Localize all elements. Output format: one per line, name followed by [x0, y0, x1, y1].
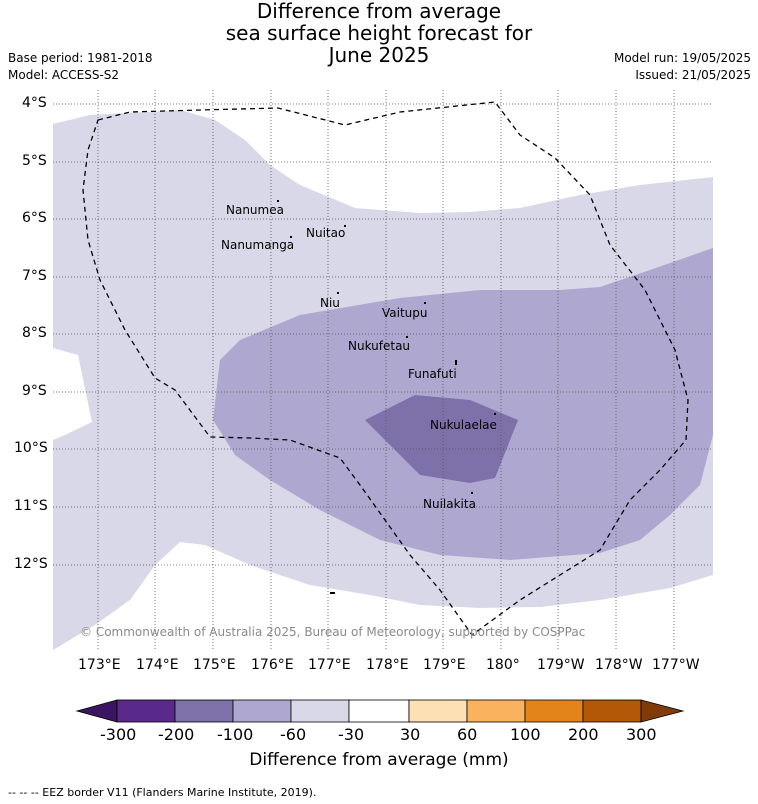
lon-label-179e: 179°E	[423, 657, 466, 673]
copyright-text: © Commonwealth of Australia 2025, Bureau…	[80, 625, 585, 639]
lon-label-178w: 178°W	[595, 657, 643, 673]
map-title: Difference from average sea surface heig…	[0, 0, 758, 66]
model-run: Model run: 19/05/2025	[613, 51, 751, 65]
island-niu-mark	[337, 292, 339, 294]
meta-right: Model run: 19/05/2025 Issued: 21/05/2025	[614, 50, 751, 84]
lon-label-174e: 174°E	[136, 657, 179, 673]
colorbar-tick-30: 30	[400, 725, 421, 744]
lat-label-11s: 11°S	[14, 498, 48, 514]
graticule	[53, 90, 713, 650]
issued-date: Issued: 21/05/2025	[635, 68, 751, 82]
label-nukufetau: Nukufetau	[348, 339, 410, 353]
island-small-mark	[330, 592, 335, 594]
meta-left: Base period: 1981-2018 Model: ACCESS-S2	[8, 50, 153, 84]
island-vaitupu-mark	[424, 302, 426, 304]
lat-label-12s: 12°S	[14, 556, 48, 572]
label-nukulaelae: Nukulaelae	[430, 418, 497, 432]
colorbar-title: Difference from average (mm)	[249, 750, 509, 770]
base-period: Base period: 1981-2018	[8, 51, 153, 65]
eez-border	[82, 101, 689, 636]
lat-label-6s: 6°S	[22, 210, 47, 226]
colorbar-swatch-2	[174, 699, 234, 723]
colorbar-tick-60: 60	[457, 725, 478, 744]
lon-label-177w: 177°W	[652, 657, 700, 673]
island-nukulaelae-mark	[494, 413, 496, 415]
lat-label-5s: 5°S	[22, 153, 47, 169]
label-nanumea: Nanumea	[226, 203, 284, 217]
island-nuitao-mark	[344, 225, 346, 227]
colorbar-tick-minus60: -60	[280, 725, 307, 744]
contour-minus100-band	[365, 395, 518, 483]
lon-label-173e: 173°E	[78, 657, 121, 673]
island-nanumea-mark	[277, 200, 279, 202]
island-nukufetau-mark	[406, 336, 408, 338]
title-line-2: sea surface height forecast for	[225, 21, 533, 45]
island-nanumanga-mark	[290, 236, 292, 238]
colorbar-tick-minus200: -200	[158, 725, 195, 744]
colorbar-swatch-5	[348, 699, 410, 723]
lon-label-177e: 177°E	[308, 657, 351, 673]
lat-label-7s: 7°S	[22, 268, 47, 284]
lon-label-179w: 179°W	[537, 657, 585, 673]
colorbar-tick-300: 300	[626, 725, 657, 744]
colorbar	[75, 699, 685, 723]
title-line-3: June 2025	[328, 43, 430, 67]
lon-label-175e: 175°E	[193, 657, 236, 673]
colorbar-tick-200: 200	[568, 725, 599, 744]
label-funafuti: Funafuti	[408, 367, 457, 381]
colorbar-tick-minus100: -100	[217, 725, 254, 744]
colorbar-tick-minus30: -30	[338, 725, 365, 744]
title-line-1: Difference from average	[256, 0, 502, 23]
island-marks	[277, 200, 496, 594]
label-nuitao: Nuitao	[306, 226, 345, 240]
label-niu: Niu	[320, 296, 340, 310]
colorbar-swatch-1	[116, 699, 176, 723]
colorbar-swatch-8	[524, 699, 584, 723]
colorbar-extend-high	[640, 699, 685, 723]
lon-label-180: 180°	[486, 657, 520, 673]
lon-label-178e: 178°E	[366, 657, 409, 673]
lat-label-8s: 8°S	[22, 325, 47, 341]
island-funafuti-mark	[455, 360, 457, 365]
colorbar-tick-100: 100	[510, 725, 541, 744]
lat-label-9s: 9°S	[22, 383, 47, 399]
colorbar-extend-low	[75, 699, 118, 723]
colorbar-swatch-7	[466, 699, 526, 723]
label-nanumanga: Nanumanga	[221, 238, 294, 252]
lat-label-10s: 10°S	[14, 440, 48, 456]
colorbar-swatch-9	[582, 699, 642, 723]
label-vaitupu: Vaitupu	[382, 306, 428, 320]
colorbar-swatch-4	[290, 699, 350, 723]
colorbar-swatch-6	[408, 699, 468, 723]
colorbar-tick-minus300: -300	[100, 725, 137, 744]
island-nuilakita-mark	[471, 492, 473, 494]
colorbar-swatch-3	[232, 699, 292, 723]
model-name: Model: ACCESS-S2	[8, 68, 120, 82]
label-nuilakita: Nuilakita	[423, 497, 476, 511]
lat-label-4s: 4°S	[22, 95, 47, 111]
eez-footnote: -- -- -- EEZ border V11 (Flanders Marine…	[8, 786, 317, 799]
lon-label-176e: 176°E	[251, 657, 294, 673]
